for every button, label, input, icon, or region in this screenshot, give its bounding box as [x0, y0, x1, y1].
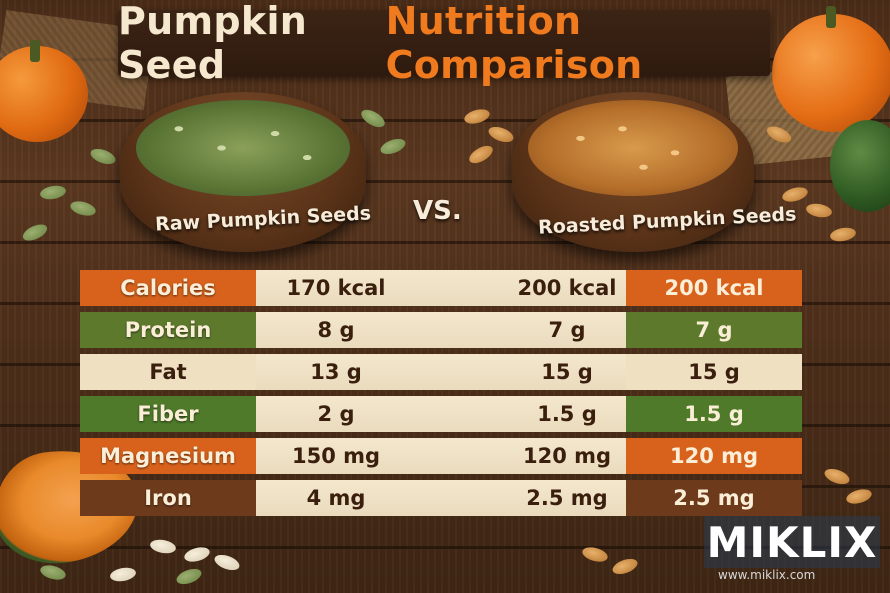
highlight-value: 15 g [626, 354, 802, 390]
seed-icon [466, 142, 496, 167]
row-label: Fat [80, 354, 256, 390]
seed-icon [20, 221, 50, 244]
seed-icon [212, 551, 242, 574]
seed-icon [182, 544, 212, 565]
highlight-value: 2.5 mg [626, 480, 802, 516]
row-body [256, 312, 626, 348]
seed-icon [822, 465, 852, 488]
pumpkin-slice-icon [0, 440, 146, 572]
raw-value: 13 g [310, 360, 362, 384]
highlight-value: 120 mg [626, 438, 802, 474]
seed-icon [68, 198, 98, 219]
miklix-logo: MIKLIX [704, 516, 880, 568]
seed-icon [174, 565, 204, 588]
seed-icon [39, 183, 67, 202]
seed-icon [829, 225, 857, 244]
seed-icon [378, 135, 408, 158]
seed-icon [844, 486, 874, 507]
row-label: Calories [80, 270, 256, 306]
seed-icon [486, 123, 516, 146]
row-body [256, 396, 626, 432]
row-body [256, 438, 626, 474]
raw-value: 8 g [317, 318, 355, 342]
seed-icon [780, 184, 810, 205]
table-row-magnesium: Magnesium 150 mg 120 mg 120 mg [80, 438, 802, 474]
seed-icon [109, 565, 137, 584]
title-primary: Pumpkin Seed [118, 0, 308, 87]
highlight-value: 200 kcal [626, 270, 802, 306]
table-row-iron: Iron 4 mg 2.5 mg 2.5 mg [80, 480, 802, 516]
row-label: Protein [80, 312, 256, 348]
row-body [256, 480, 626, 516]
raw-value: 170 kcal [286, 276, 386, 300]
table-row-calories: Calories 170 kcal 200 kcal 200 kcal [80, 270, 802, 306]
versus-label: VS. [413, 196, 462, 226]
title-accent: Nutrition Comparison [385, 0, 643, 87]
raw-value: 150 mg [291, 444, 381, 468]
roasted-value: 2.5 mg [526, 486, 608, 510]
watermark-url: www.miklix.com [718, 568, 816, 582]
seed-icon [805, 201, 833, 220]
row-body [256, 270, 626, 306]
roasted-value: 1.5 g [537, 402, 597, 426]
roasted-value: 200 kcal [517, 276, 617, 300]
raw-seeds-pile [136, 100, 350, 196]
pumpkin-left-icon [0, 46, 88, 142]
raw-value: 2 g [317, 402, 355, 426]
table-row-protein: Protein 8 g 7 g 7 g [80, 312, 802, 348]
highlight-value: 7 g [626, 312, 802, 348]
table-row-fiber: Fiber 2 g 1.5 g 1.5 g [80, 396, 802, 432]
green-pumpkin-icon [830, 120, 890, 212]
seed-icon [462, 106, 492, 127]
raw-value: 4 mg [306, 486, 366, 510]
highlight-value: 1.5 g [626, 396, 802, 432]
seed-icon [580, 544, 610, 565]
seed-icon [610, 555, 640, 578]
row-body [256, 354, 626, 390]
roasted-seeds-pile [528, 100, 738, 196]
roasted-value: 15 g [541, 360, 593, 384]
roasted-value: 120 mg [522, 444, 612, 468]
pumpkin-stem-icon [30, 40, 40, 62]
roasted-value: 7 g [548, 318, 586, 342]
seed-icon [38, 562, 68, 583]
pumpkin-right-icon [772, 14, 890, 132]
table-row-fat: Fat 13 g 15 g 15 g [80, 354, 802, 390]
seed-icon [149, 537, 177, 556]
seed-icon [358, 106, 388, 131]
row-label: Fiber [80, 396, 256, 432]
pumpkin-stem-icon [826, 6, 836, 28]
seed-icon [88, 145, 118, 168]
title-banner: Pumpkin Seed Nutrition Comparison [118, 0, 770, 87]
